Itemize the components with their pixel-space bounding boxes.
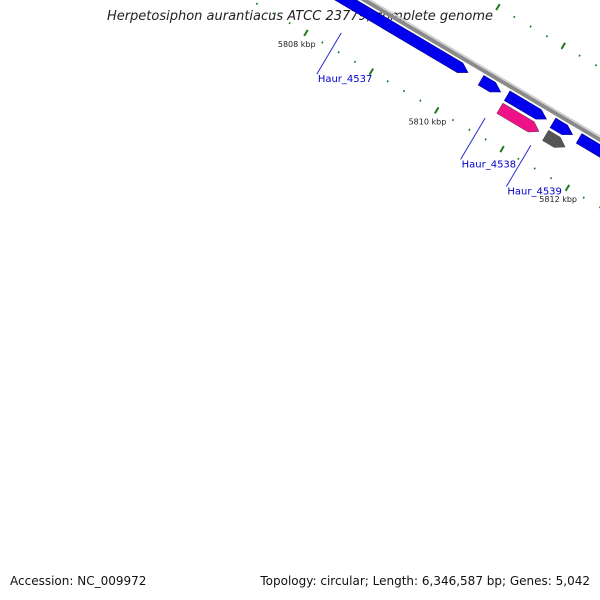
outer-tick-dots bbox=[495, 3, 598, 67]
tick-dot bbox=[499, 145, 505, 153]
tick-dot bbox=[533, 167, 536, 170]
tick-dot bbox=[468, 128, 471, 131]
tick-dot bbox=[337, 50, 340, 54]
gene-labels: Haur_4532Haur_4533Haur_4534Haur_4535Haur… bbox=[316, 32, 562, 198]
genome-stats-text: Topology: circular; Length: 6,346,587 bp… bbox=[260, 574, 590, 588]
gene-arrow bbox=[503, 90, 547, 120]
tick-dot bbox=[419, 99, 422, 102]
tick-dot bbox=[560, 42, 566, 50]
tick-dot bbox=[582, 196, 585, 199]
gene-label[interactable]: Haur_4537 bbox=[318, 74, 373, 85]
leader-line bbox=[316, 32, 342, 75]
tick-dot bbox=[484, 138, 487, 141]
tick-dot bbox=[321, 41, 324, 44]
tick-dot bbox=[303, 29, 309, 37]
tick-dot bbox=[353, 60, 357, 64]
gene-arrow bbox=[549, 117, 574, 135]
backbone-highlight bbox=[368, 0, 600, 138]
leader-line bbox=[505, 145, 532, 187]
scale-tick-label: 5812 kbp bbox=[539, 195, 577, 204]
scale-tick-label: 5808 kbp bbox=[278, 40, 316, 49]
tick-dot bbox=[272, 12, 275, 15]
tick-dot bbox=[513, 15, 516, 19]
forward-genes bbox=[334, 0, 600, 158]
gene-arrow bbox=[575, 133, 600, 158]
tick-dot bbox=[517, 157, 520, 161]
tick-dot bbox=[495, 3, 501, 11]
scale-tick-label: 5810 kbp bbox=[409, 118, 447, 127]
gene-label[interactable]: Haur_4539 bbox=[507, 187, 562, 198]
scale-ticks: 5798 kbp5800 kbp5802 kbp5804 kbp5806 kbp… bbox=[278, 40, 577, 204]
tick-dot bbox=[288, 21, 291, 25]
tick-dot bbox=[451, 118, 455, 122]
tick-dot bbox=[255, 2, 259, 6]
tick-dot bbox=[368, 68, 374, 76]
genome-backbone bbox=[360, 0, 600, 143]
accession-text: Accession: NC_009972 bbox=[10, 574, 147, 588]
feature-tracks bbox=[496, 102, 566, 148]
tick-dot bbox=[529, 25, 532, 28]
leader-line bbox=[460, 117, 486, 160]
tick-dot bbox=[402, 89, 406, 93]
tick-dot bbox=[545, 34, 549, 38]
tick-dot bbox=[564, 184, 571, 192]
feature-block bbox=[496, 102, 540, 133]
gene-arrow bbox=[477, 75, 502, 93]
gene-label[interactable]: Haur_4538 bbox=[462, 159, 517, 170]
tick-dot bbox=[434, 106, 440, 114]
inner-tick-dots bbox=[255, 2, 600, 209]
gene-arrow bbox=[334, 0, 469, 73]
tick-dot bbox=[594, 64, 598, 67]
tick-dot bbox=[549, 176, 553, 180]
tick-dot bbox=[578, 54, 581, 57]
tick-dot bbox=[386, 80, 389, 83]
feature-block bbox=[542, 129, 566, 148]
